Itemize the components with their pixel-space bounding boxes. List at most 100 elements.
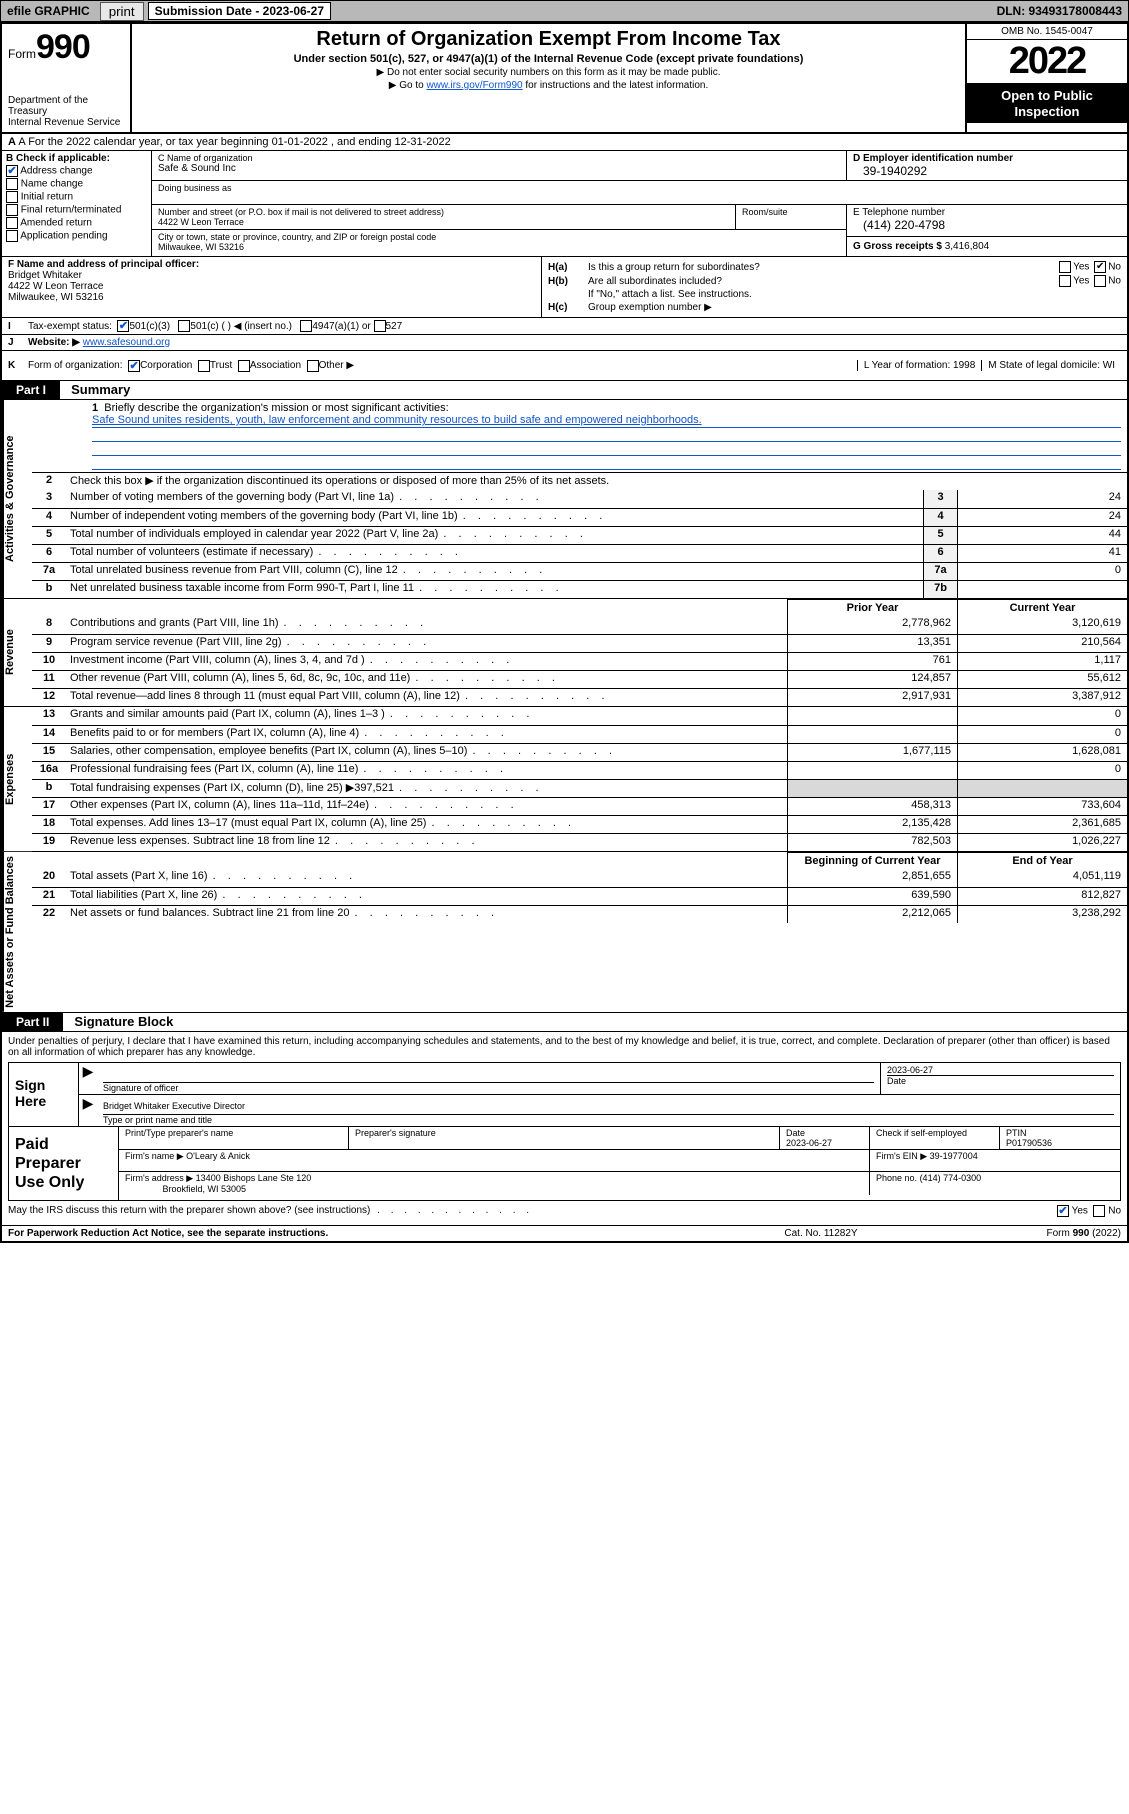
section-revenue: Revenue Prior Year Current Year 8Contrib…	[2, 599, 1127, 707]
preparer-name-label: Print/Type preparer's name	[119, 1127, 349, 1149]
vtab-exp-label: Expenses	[2, 707, 32, 851]
table-row: 5Total number of individuals employed in…	[32, 526, 1127, 544]
ha-label: H(a)	[548, 262, 588, 273]
form-title: Return of Organization Exempt From Incom…	[138, 28, 959, 51]
section-expenses: Expenses 13Grants and similar amounts pa…	[2, 707, 1127, 852]
form-subtitle: Under section 501(c), 527, or 4947(a)(1)…	[138, 53, 959, 65]
q2-text: Check this box ▶ if the organization dis…	[66, 473, 1127, 490]
submission-date: Submission Date - 2023-06-27	[148, 2, 331, 20]
hc-label: H(c)	[548, 302, 588, 313]
discuss-yesno[interactable]: Yes No	[1057, 1205, 1121, 1217]
header-center: Return of Organization Exempt From Incom…	[132, 24, 965, 132]
gross-receipts: G Gross receipts $ 3,416,804	[847, 236, 1127, 256]
chk-initial-return[interactable]: Initial return	[6, 191, 147, 203]
org-name-cell: C Name of organization Safe & Sound Inc	[152, 151, 847, 180]
footer-formno: Form 990 (2022)	[921, 1228, 1121, 1239]
row-j-website: J Website: ▶ www.safesound.org	[2, 335, 1127, 351]
sign-here-table: Sign Here ▶ Signature of officer 2023-06…	[8, 1062, 1121, 1127]
j-text: Website: ▶	[28, 337, 80, 348]
form-note-1: ▶ Do not enter social security numbers o…	[138, 67, 959, 78]
chk-address-change[interactable]: Address change	[6, 165, 147, 177]
chk-name-change[interactable]: Name change	[6, 178, 147, 190]
form-footer: For Paperwork Reduction Act Notice, see …	[2, 1225, 1127, 1241]
gross-value: 3,416,804	[945, 241, 990, 252]
chk-trust[interactable]	[198, 360, 210, 372]
tax-year: 2022	[967, 40, 1127, 84]
chk-final-return[interactable]: Final return/terminated	[6, 204, 147, 216]
officer-name-cell: Bridget Whitaker Executive Director Type…	[97, 1095, 1120, 1126]
chk-amended[interactable]: Amended return	[6, 217, 147, 229]
form-word: Form	[8, 47, 36, 61]
part-1-badge: Part I	[2, 381, 60, 399]
omb-number: OMB No. 1545-0047	[967, 24, 1127, 40]
signature-cell: Signature of officer	[97, 1063, 880, 1094]
hb-yesno[interactable]: Yes No	[1057, 275, 1121, 287]
ein-cell: D Employer identification number 39-1940…	[847, 151, 1127, 180]
street-value: 4422 W Leon Terrace	[158, 217, 729, 227]
hb-note: If "No," attach a list. See instructions…	[588, 289, 752, 300]
table-row: 10Investment income (Part VIII, column (…	[32, 652, 1127, 670]
gross-label: G Gross receipts $	[853, 241, 942, 252]
chk-501c[interactable]	[178, 320, 190, 332]
header-right: OMB No. 1545-0047 2022 Open to Public In…	[965, 24, 1127, 132]
table-row: 11Other revenue (Part VIII, column (A), …	[32, 670, 1127, 688]
dba-cell: Doing business as	[152, 181, 1127, 205]
header-left: Form990 Department of the Treasury Inter…	[2, 24, 132, 132]
i-label: I	[8, 321, 28, 332]
telephone-label: E Telephone number	[853, 207, 1121, 218]
chk-4947[interactable]	[300, 320, 312, 332]
vtab-na-label: Net Assets or Fund Balances	[2, 852, 32, 1012]
irs-link[interactable]: www.irs.gov/Form990	[426, 80, 522, 91]
section-activities-governance: Activities & Governance 1 Briefly descri…	[2, 400, 1127, 599]
q1-text: Briefly describe the organization's miss…	[104, 402, 448, 414]
row-a-tax-year: A A For the 2022 calendar year, or tax y…	[2, 134, 1127, 151]
ptin-cell: PTIN P01790536	[1000, 1127, 1120, 1149]
city-value: Milwaukee, WI 53216	[158, 242, 840, 252]
col-h-group: H(a) Is this a group return for subordin…	[542, 257, 1127, 317]
firm-ein-cell: Firm's EIN ▶ 39-1977004	[870, 1150, 1120, 1171]
i-text: Tax-exempt status:	[28, 321, 112, 332]
table-row: 9Program service revenue (Part VIII, lin…	[32, 634, 1127, 652]
vtab-rev-label: Revenue	[2, 599, 32, 706]
print-button[interactable]: print	[100, 2, 144, 21]
table-row: 20Total assets (Part X, line 16)2,851,65…	[32, 869, 1127, 887]
preparer-date-cell: Date 2023-06-27	[780, 1127, 870, 1149]
chk-527[interactable]	[374, 320, 386, 332]
row-i-tax-status: I Tax-exempt status: 501(c)(3) 501(c) ( …	[2, 318, 1127, 335]
row-a-text: A For the 2022 calendar year, or tax yea…	[18, 136, 450, 148]
table-row: 16aProfessional fundraising fees (Part I…	[32, 761, 1127, 779]
officer-name-value: Bridget Whitaker Executive Director	[103, 1101, 1114, 1115]
col-cde: C Name of organization Safe & Sound Inc …	[152, 151, 1127, 256]
table-row: 3Number of voting members of the governi…	[32, 490, 1127, 508]
form-note-2: ▶ Go to www.irs.gov/Form990 for instruct…	[138, 80, 959, 91]
arrow-icon: ▶	[79, 1063, 97, 1094]
chk-association[interactable]	[238, 360, 250, 372]
sig-date-label: Date	[887, 1075, 1114, 1086]
revenue-header: Prior Year Current Year	[32, 599, 1127, 616]
mission-block: 1 Briefly describe the organization's mi…	[32, 400, 1127, 472]
table-row: 12Total revenue—add lines 8 through 11 (…	[32, 688, 1127, 706]
table-row: 18Total expenses. Add lines 13–17 (must …	[32, 815, 1127, 833]
note2-b: for instructions and the latest informat…	[523, 80, 709, 91]
table-row: 22Net assets or fund balances. Subtract …	[32, 905, 1127, 923]
ein-value: 39-1940292	[853, 164, 1121, 178]
part-1-title: Summary	[63, 382, 130, 397]
table-row: 4Number of independent voting members of…	[32, 508, 1127, 526]
form-number: 990	[36, 28, 90, 66]
dba-label: Doing business as	[158, 183, 232, 193]
preparer-sig-label: Preparer's signature	[349, 1127, 780, 1149]
website-link[interactable]: www.safesound.org	[83, 337, 170, 348]
hb-label: H(b)	[548, 276, 588, 287]
ha-yesno[interactable]: Yes ✔No	[1057, 261, 1121, 273]
dept-treasury: Department of the Treasury	[8, 95, 124, 117]
chk-501c3[interactable]	[117, 320, 129, 332]
table-row: 7aTotal unrelated business revenue from …	[32, 562, 1127, 580]
discuss-row: May the IRS discuss this return with the…	[8, 1201, 1121, 1221]
self-employed-check[interactable]: Check if self-employed	[870, 1127, 1000, 1149]
chk-app-pending[interactable]: Application pending	[6, 230, 147, 242]
state-domicile: M State of legal domicile: WI	[981, 360, 1121, 371]
hdr-prior-year: Prior Year	[787, 599, 957, 616]
form-990: Form990 Department of the Treasury Inter…	[0, 22, 1129, 1243]
chk-other[interactable]	[307, 360, 319, 372]
chk-corporation[interactable]	[128, 360, 140, 372]
